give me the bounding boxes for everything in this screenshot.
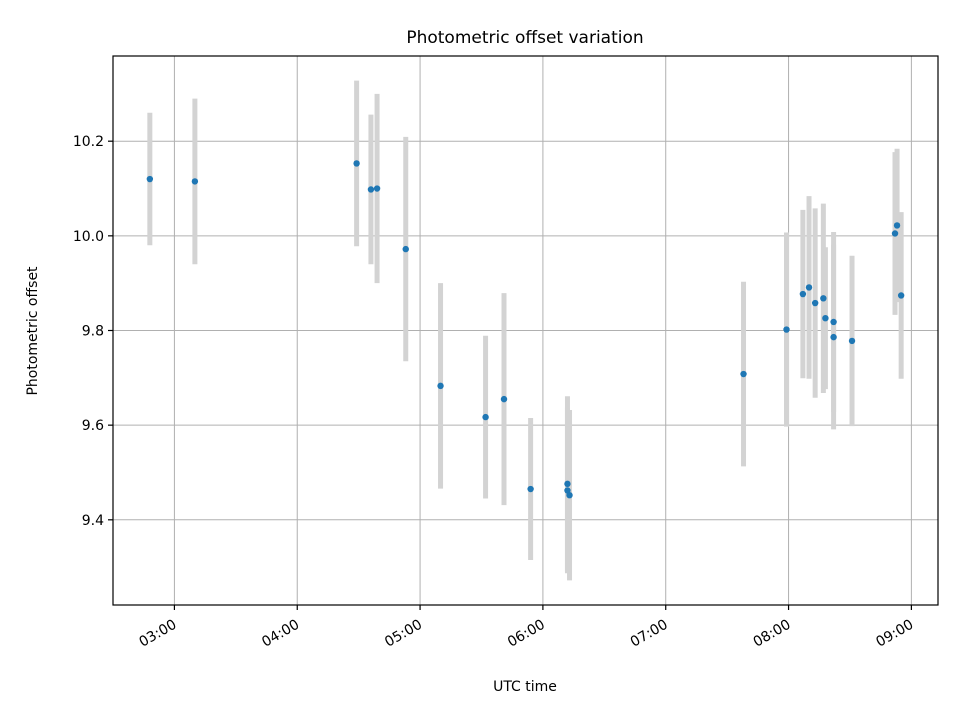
y-tick-label: 9.6 — [82, 418, 104, 434]
data-point — [848, 337, 856, 345]
data-point — [437, 382, 444, 390]
x-tick-label: 08:00 — [751, 617, 794, 651]
x-tick-label: 09:00 — [873, 617, 916, 651]
data-point — [783, 326, 790, 333]
data-point — [830, 318, 837, 326]
x-tick-label: 06:00 — [505, 617, 548, 651]
y-axis-ticks: 9.4 9.6 9.8 10.0 10.2 — [73, 134, 113, 529]
data-point — [822, 314, 829, 322]
data-point — [500, 395, 508, 403]
data-point — [893, 222, 901, 229]
x-tick-label: 04:00 — [259, 617, 302, 651]
data-point — [191, 178, 199, 185]
data-point — [811, 299, 819, 307]
y-tick-label: 9.4 — [82, 513, 104, 529]
data-point — [402, 245, 409, 253]
y-axis-label: Photometric offset — [25, 266, 41, 396]
data-point — [564, 480, 571, 488]
x-tick-label: 07:00 — [628, 617, 671, 651]
data-points — [146, 160, 905, 499]
x-tick-label: 05:00 — [382, 617, 425, 651]
data-point — [830, 333, 837, 341]
data-point — [373, 185, 381, 192]
x-tick-label: 03:00 — [136, 617, 179, 651]
y-tick-label: 9.8 — [82, 324, 104, 340]
data-point — [367, 186, 375, 193]
data-point — [527, 485, 534, 493]
data-point — [897, 292, 905, 299]
data-point — [820, 295, 827, 302]
data-point — [891, 230, 899, 237]
chart-title: Photometric offset variation — [406, 28, 643, 48]
data-point — [146, 175, 154, 183]
data-point — [353, 160, 360, 167]
data-point — [740, 370, 747, 378]
y-tick-label: 10.0 — [73, 229, 104, 245]
y-tick-label: 10.2 — [73, 134, 104, 150]
x-axis-label: UTC time — [493, 679, 557, 695]
data-point — [799, 290, 807, 298]
data-point — [566, 492, 573, 499]
data-point — [805, 284, 813, 291]
x-axis-ticks: 03:00 04:00 05:00 06:00 07:00 08:00 09:00 — [136, 605, 916, 651]
data-point — [482, 413, 489, 421]
